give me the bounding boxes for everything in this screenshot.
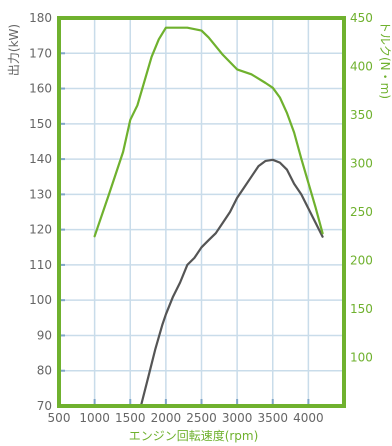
y-tick-label-150: 150 [29,117,52,131]
y2-tick-label-200: 200 [350,254,373,268]
y2-tick-label-400: 400 [350,60,373,74]
power-line [139,158,324,408]
x-tick-label-1500: 1500 [115,411,146,425]
x-axis-title: エンジン回転速度(rpm) [129,428,259,443]
y-tick-label-90: 90 [37,328,52,342]
y-tick-label-140: 140 [29,152,52,166]
x-tick-label-2000: 2000 [151,411,182,425]
y2-tick-label-450: 450 [350,11,373,25]
y-axis-title: 出力(kW) [7,24,21,76]
y-tick-label-180: 180 [29,11,52,25]
torque-line [93,26,324,238]
y2-axis-title: トルク(N・m) [378,21,392,99]
y-tick-label-170: 170 [29,46,52,60]
x-tick-label-2500: 2500 [186,411,217,425]
y-tick-label-80: 80 [37,364,52,378]
y2-tick-label-150: 150 [350,302,373,316]
plot-frame [57,16,346,408]
x-tick-label-1000: 1000 [79,411,110,425]
y2-tick-label-350: 350 [350,108,373,122]
x-tick-label-500: 500 [48,411,71,425]
x-tick-label-4000: 4000 [293,411,324,425]
y-tick-label-70: 70 [37,399,52,413]
series-group [93,26,324,408]
y-tick-label-130: 130 [29,187,52,201]
grid-lines [59,18,344,406]
y-tick-label-160: 160 [29,82,52,96]
y2-tick-label-100: 100 [350,351,373,365]
y2-tick-label-300: 300 [350,157,373,171]
x-tick-label-3500: 3500 [257,411,288,425]
y-tick-label-100: 100 [29,293,52,307]
y-tick-label-110: 110 [29,258,52,272]
y-tick-label-120: 120 [29,223,52,237]
x-tick-label-3000: 3000 [222,411,253,425]
tick-labels: 500 1000 1500 2000 2500 3000 3500 4000 70 80 90 100… [29,11,373,425]
y2-tick-label-250: 250 [350,205,373,219]
